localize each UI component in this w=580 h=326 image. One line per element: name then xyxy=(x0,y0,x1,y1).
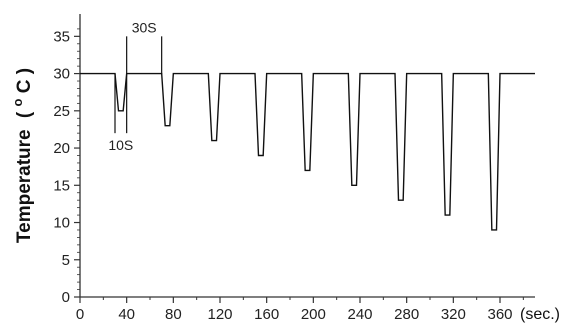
y-axis-title: Temperature ( o C ) xyxy=(6,68,35,243)
x-tick-label: 40 xyxy=(118,306,135,323)
x-axis-unit-label: (sec.) xyxy=(520,306,560,323)
x-tick-label: 320 xyxy=(441,306,466,323)
x-tick-label: 360 xyxy=(487,306,512,323)
y-axis-unit-superscript: o xyxy=(10,98,25,106)
x-tick-label: 0 xyxy=(76,306,84,323)
x-tick-label: 240 xyxy=(347,306,372,323)
y-tick-label: 25 xyxy=(53,103,70,120)
y-axis-unit-close: C ) xyxy=(14,68,35,93)
y-tick-label: 15 xyxy=(53,177,70,194)
y-tick-label: 35 xyxy=(53,28,70,45)
x-tick-label: 280 xyxy=(394,306,419,323)
y-tick-label: 30 xyxy=(53,66,70,83)
y-tick-label: 20 xyxy=(53,140,70,157)
y-tick-label: 10 xyxy=(53,215,70,232)
x-tick-label: 120 xyxy=(207,306,232,323)
y-tick-label: 0 xyxy=(62,289,70,306)
temperature-series-line xyxy=(80,72,535,231)
annotation-label-10s: 10S xyxy=(108,137,133,153)
x-tick-label: 160 xyxy=(254,306,279,323)
x-tick-label: 200 xyxy=(301,306,326,323)
y-axis-title-text: Temperature xyxy=(14,129,35,243)
x-tick-label: 80 xyxy=(165,306,182,323)
y-tick-label: 5 xyxy=(62,252,70,269)
annotation-label-30s: 30S xyxy=(132,19,157,35)
y-axis-unit-open: ( xyxy=(14,106,35,118)
